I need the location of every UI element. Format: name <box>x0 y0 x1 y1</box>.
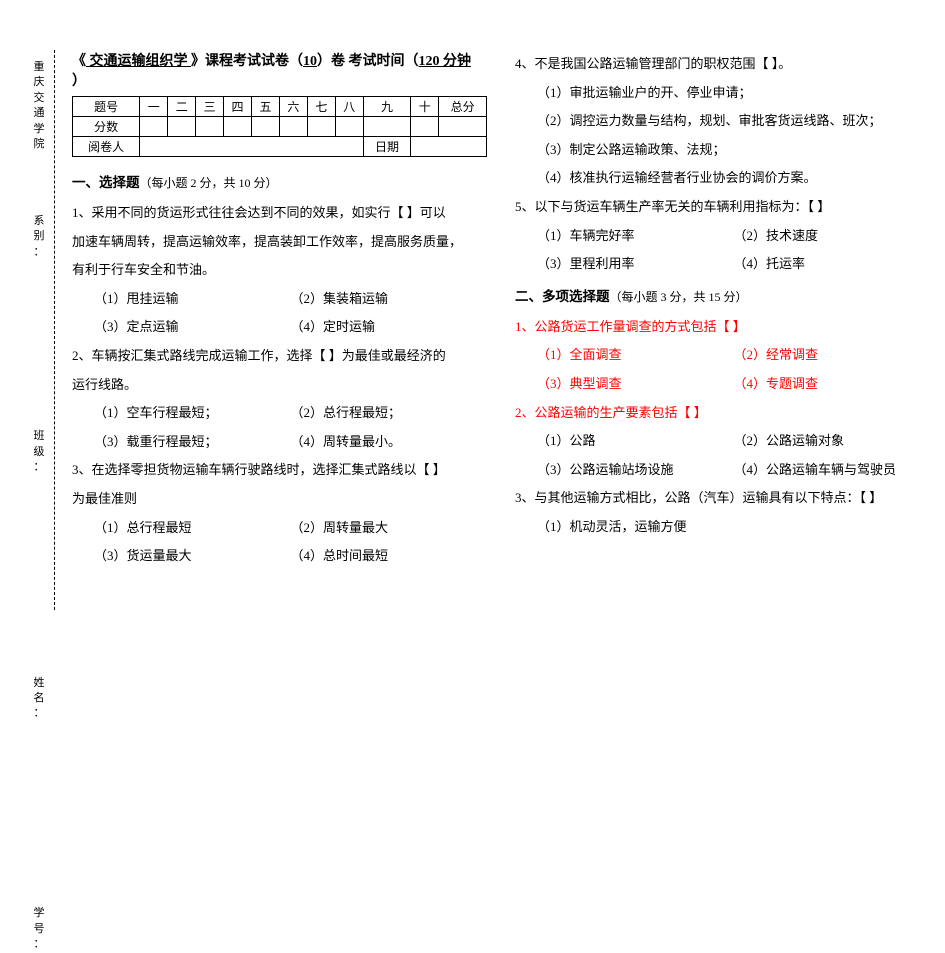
m2-options: （1）公路 （2）公路运输对象 （3）公路运输站场设施 （4）公路运输车辆与驾驶… <box>515 427 930 484</box>
th-3: 三 <box>196 97 224 117</box>
title-time: 120 分钟 <box>419 54 472 69</box>
table-row: 阅卷人 日期 <box>73 137 487 157</box>
title-course: 交通运输组织学 <box>86 54 191 69</box>
q4-opt1: （1）审批运输业户的开、停业申请； <box>537 79 930 108</box>
th-7: 七 <box>307 97 335 117</box>
m3-opt1: （1）机动灵活，运输方便 <box>515 513 930 542</box>
q5-options: （1）车辆完好率 （2）技术速度 （3）里程利用率 （4）托运率 <box>515 222 930 279</box>
left-column: 《 交通运输组织学 》课程考试试卷（10）卷 考试时间（120 分钟 ） 题号 … <box>72 50 487 571</box>
q3-line1: 3、在选择零担货物运输车辆行驶路线时，选择汇集式路线以【 】 <box>72 456 487 485</box>
title-suffix: ） <box>72 74 86 89</box>
q1-opt2: （2）集装箱运输 <box>291 285 488 314</box>
th-4: 四 <box>224 97 252 117</box>
q1-opt3: （3）定点运输 <box>94 313 291 342</box>
q2-opt4: （4）周转量最小。 <box>291 428 488 457</box>
exam-page: 《 交通运输组织学 》课程考试试卷（10）卷 考试时间（120 分钟 ） 题号 … <box>72 50 930 571</box>
q2-line1: 2、车辆按汇集式路线完成运输工作，选择【 】为最佳或最经济的 <box>72 342 487 371</box>
question-3: 3、在选择零担货物运输车辆行驶路线时，选择汇集式路线以【 】 为最佳准则 <box>72 456 487 513</box>
q5-opt4: （4）托运率 <box>734 250 931 279</box>
title-mid: 》课程考试试卷（ <box>191 54 303 69</box>
section-1-title: 一、选择题 <box>72 175 140 190</box>
m1-opt3: （3）典型调查 <box>537 370 734 399</box>
q1-line1: 1、采用不同的货运形式往往会达到不同的效果，如实行【 】可以 <box>72 199 487 228</box>
m2-line1: 2、公路运输的生产要素包括【 】 <box>515 399 930 428</box>
q3-options: （1）总行程最短 （2）周转量最大 （3）货运量最大 （4）总时间最短 <box>72 514 487 571</box>
table-row: 题号 一 二 三 四 五 六 七 八 九 十 总分 <box>73 97 487 117</box>
q5-opt2: （2）技术速度 <box>734 222 931 251</box>
q5-line1: 5、以下与货运车辆生产率无关的车辆利用指标为：【 】 <box>515 193 930 222</box>
m2-opt2: （2）公路运输对象 <box>734 427 931 456</box>
q1-options: （1）甩挂运输 （2）集装箱运输 （3）定点运输 （4）定时运输 <box>72 285 487 342</box>
q3-line2: 为最佳准则 <box>72 485 487 514</box>
row-marker-label: 阅卷人 <box>73 137 140 157</box>
m1-opt2: （2）经常调查 <box>734 341 931 370</box>
q4-line1: 4、不是我国公路运输管理部门的职权范围【 】。 <box>515 50 930 79</box>
q4-opt2: （2）调控运力数量与结构，规划、审批客货运线路、班次； <box>537 107 930 136</box>
title-prefix: 《 <box>72 54 86 69</box>
question-2: 2、车辆按汇集式路线完成运输工作，选择【 】为最佳或最经济的 运行线路。 <box>72 342 487 399</box>
q4-opt4: （4）核准执行运输经营者行业协会的调价方案。 <box>537 164 930 193</box>
section-2-heading: 二、多项选择题（每小题 3 分，共 15 分） <box>515 285 930 305</box>
exam-title: 《 交通运输组织学 》课程考试试卷（10）卷 考试时间（120 分钟 ） <box>72 50 487 90</box>
binding-text: 重庆交通学院 系别： 班级： 姓名： 学号： <box>30 60 48 953</box>
m1-opt1: （1）全面调查 <box>537 341 734 370</box>
q5-opt3: （3）里程利用率 <box>537 250 734 279</box>
section-1-hint: （每小题 2 分，共 10 分） <box>140 176 278 190</box>
multi-question-1: 1、公路货运工作量调查的方式包括【 】 <box>515 313 930 342</box>
q1-opt4: （4）定时运输 <box>291 313 488 342</box>
section-1-heading: 一、选择题（每小题 2 分，共 10 分） <box>72 171 487 191</box>
m1-options: （1）全面调查 （2）经常调查 （3）典型调查 （4）专题调查 <box>515 341 930 398</box>
th-6: 六 <box>279 97 307 117</box>
m1-line1: 1、公路货运工作量调查的方式包括【 】 <box>515 313 930 342</box>
m1-opt4: （4）专题调查 <box>734 370 931 399</box>
m2-opt3: （3）公路运输站场设施 <box>537 456 734 485</box>
right-column: 4、不是我国公路运输管理部门的职权范围【 】。 （1）审批运输业户的开、停业申请… <box>515 50 930 571</box>
th-num: 题号 <box>73 97 140 117</box>
q2-opt3: （3）载重行程最短； <box>94 428 291 457</box>
binding-margin: 重庆交通学院 系别： 班级： 姓名： 学号： <box>30 60 48 600</box>
th-5: 五 <box>252 97 280 117</box>
multi-question-2: 2、公路运输的生产要素包括【 】 <box>515 399 930 428</box>
q1-line3: 有利于行车安全和节油。 <box>72 256 487 285</box>
q4-opt3: （3）制定公路运输政策、法规； <box>537 136 930 165</box>
th-8: 八 <box>335 97 363 117</box>
row-score-label: 分数 <box>73 117 140 137</box>
title-mid2: ）卷 考试时间（ <box>317 54 419 69</box>
th-total: 总分 <box>439 97 487 117</box>
q3-opt3: （3）货运量最大 <box>94 542 291 571</box>
binding-dash-line <box>54 50 55 610</box>
th-2: 二 <box>168 97 196 117</box>
question-1: 1、采用不同的货运形式往往会达到不同的效果，如实行【 】可以 加速车辆周转，提高… <box>72 199 487 285</box>
row-date-label: 日期 <box>363 137 411 157</box>
m2-opt1: （1）公路 <box>537 427 734 456</box>
q5-opt1: （1）车辆完好率 <box>537 222 734 251</box>
q2-opt1: （1）空车行程最短； <box>94 399 291 428</box>
section-2-hint: （每小题 3 分，共 15 分） <box>610 290 748 304</box>
m3-line1: 3、与其他运输方式相比，公路（汽车）运输具有以下特点：【 】 <box>515 484 930 513</box>
q3-opt4: （4）总时间最短 <box>291 542 488 571</box>
th-1: 一 <box>140 97 168 117</box>
m2-opt4: （4）公路运输车辆与驾驶员 <box>734 456 931 485</box>
th-9: 九 <box>363 97 411 117</box>
multi-question-3: 3、与其他运输方式相比，公路（汽车）运输具有以下特点：【 】 （1）机动灵活，运… <box>515 484 930 541</box>
section-2-title: 二、多项选择题 <box>515 289 610 304</box>
table-row: 分数 <box>73 117 487 137</box>
title-roll: 10 <box>303 54 317 69</box>
q2-line2: 运行线路。 <box>72 371 487 400</box>
q1-opt1: （1）甩挂运输 <box>94 285 291 314</box>
question-4: 4、不是我国公路运输管理部门的职权范围【 】。 （1）审批运输业户的开、停业申请… <box>515 50 930 193</box>
q3-opt2: （2）周转量最大 <box>291 514 488 543</box>
question-5: 5、以下与货运车辆生产率无关的车辆利用指标为：【 】 <box>515 193 930 222</box>
q2-opt2: （2）总行程最短； <box>291 399 488 428</box>
score-table: 题号 一 二 三 四 五 六 七 八 九 十 总分 分数 阅卷人 日期 <box>72 96 487 157</box>
q3-opt1: （1）总行程最短 <box>94 514 291 543</box>
th-10: 十 <box>411 97 439 117</box>
q1-line2: 加速车辆周转，提高运输效率，提高装卸工作效率，提高服务质量， <box>72 228 487 257</box>
q2-options: （1）空车行程最短； （2）总行程最短； （3）载重行程最短； （4）周转量最小… <box>72 399 487 456</box>
